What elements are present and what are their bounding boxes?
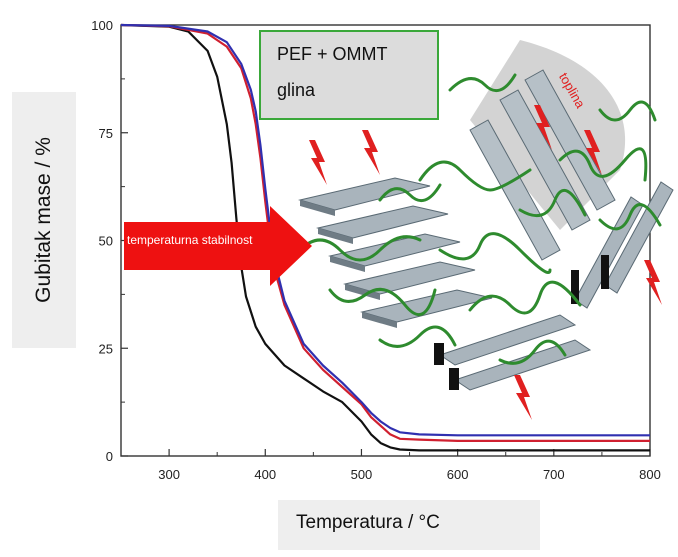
- clay-platelet-bottom: [438, 314, 577, 366]
- clay-platelet-edge: [300, 200, 335, 216]
- x-tick-label: 700: [543, 467, 565, 482]
- clay-platelet-dark-edge: [434, 343, 444, 365]
- clay-platelet-vertical: [524, 69, 616, 211]
- polymer-chain: [468, 280, 582, 315]
- clay-platelet-edge: [318, 228, 353, 244]
- legend-text-glina: glina: [277, 80, 316, 100]
- x-tick-label: 600: [447, 467, 469, 482]
- clay-platelet: [360, 289, 493, 323]
- stability-arrow-label: temperaturna stabilnost: [127, 233, 253, 247]
- stability-arrow: [124, 206, 312, 286]
- clay-platelet-vertical: [469, 119, 561, 261]
- clay-platelet-right: [604, 181, 674, 294]
- clay-platelet-dark-edge: [571, 270, 579, 304]
- heat-bolt-icon: [534, 105, 552, 150]
- x-tick-label: 800: [639, 467, 661, 482]
- clay-platelet-dark-edge: [449, 368, 459, 390]
- polymer-chain: [498, 339, 567, 365]
- y-tick-label: 100: [91, 18, 113, 33]
- legend-box: [259, 30, 439, 120]
- series-line-2: [120, 23, 650, 442]
- series-line-3: [120, 23, 650, 437]
- clay-platelet-bottom: [453, 339, 592, 391]
- heat-bolt-icon: [362, 130, 380, 175]
- polymer-chain: [598, 203, 662, 231]
- clay-platelet-edge: [330, 256, 365, 272]
- series-lines: [120, 23, 650, 452]
- legend-text-pef-ommt: PEF + OMMT: [277, 44, 388, 64]
- polymer-chain: [438, 232, 552, 274]
- heat-bolt-icon: [514, 375, 532, 420]
- polymer-chain: [298, 235, 422, 262]
- heat-bolt-icon: [644, 260, 662, 305]
- heat-bolt-icon: [584, 130, 602, 175]
- polymer-chain: [518, 188, 587, 218]
- x-axis-label: Temperatura / °C: [296, 512, 440, 533]
- y-axis-label: Gubitak mase / %: [32, 137, 55, 303]
- y-tick-label: 50: [99, 234, 113, 249]
- arrow-icon: [124, 206, 312, 286]
- polymer-chain: [418, 160, 532, 192]
- polymer-chain: [378, 183, 442, 203]
- heat-bolt-icon: [309, 140, 327, 185]
- nanocomposite-illustration: [298, 40, 674, 420]
- y-tick-label: 25: [99, 341, 113, 356]
- clay-platelet: [316, 205, 449, 239]
- x-tick-label: 500: [351, 467, 373, 482]
- axis-ticks: 300 400 500 600 700 800 0 25 50 75 100: [91, 18, 661, 482]
- x-tick-label: 400: [254, 467, 276, 482]
- clay-platelet-dark-edge: [601, 255, 609, 289]
- x-axis-label-box: [278, 500, 540, 550]
- clay-platelet: [343, 261, 476, 295]
- clay-platelet-vertical: [499, 89, 591, 231]
- polymer-chain: [558, 147, 648, 182]
- y-axis-label-box: [12, 92, 76, 348]
- clay-platelet-edge: [345, 284, 380, 300]
- y-tick-label: 0: [106, 449, 113, 464]
- series-line-1: [120, 23, 650, 452]
- y-tick-label: 75: [99, 126, 113, 141]
- polymer-chain: [448, 73, 517, 93]
- polymer-chain: [328, 287, 437, 317]
- polymer-chain: [378, 325, 457, 348]
- x-tick-label: 300: [158, 467, 180, 482]
- polymer-chain: [598, 100, 657, 122]
- clay-platelet-edge: [362, 312, 397, 328]
